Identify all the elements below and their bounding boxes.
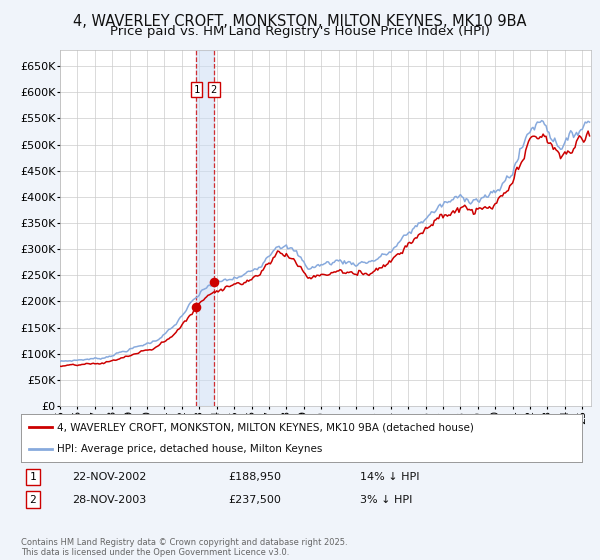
Text: 2: 2 [29, 494, 37, 505]
Text: £237,500: £237,500 [228, 494, 281, 505]
Text: 4, WAVERLEY CROFT, MONKSTON, MILTON KEYNES, MK10 9BA: 4, WAVERLEY CROFT, MONKSTON, MILTON KEYN… [73, 14, 527, 29]
Text: 28-NOV-2003: 28-NOV-2003 [72, 494, 146, 505]
Text: 4, WAVERLEY CROFT, MONKSTON, MILTON KEYNES, MK10 9BA (detached house): 4, WAVERLEY CROFT, MONKSTON, MILTON KEYN… [58, 422, 475, 432]
Text: £188,950: £188,950 [228, 472, 281, 482]
Text: 22-NOV-2002: 22-NOV-2002 [72, 472, 146, 482]
Text: Price paid vs. HM Land Registry's House Price Index (HPI): Price paid vs. HM Land Registry's House … [110, 25, 490, 38]
Text: HPI: Average price, detached house, Milton Keynes: HPI: Average price, detached house, Milt… [58, 444, 323, 454]
Text: 1: 1 [29, 472, 37, 482]
Text: 14% ↓ HPI: 14% ↓ HPI [360, 472, 419, 482]
Text: 3% ↓ HPI: 3% ↓ HPI [360, 494, 412, 505]
Text: 1: 1 [193, 85, 200, 95]
Bar [196, 50, 214, 406]
Point [209, 277, 218, 286]
Text: 2: 2 [211, 85, 217, 95]
Text: Contains HM Land Registry data © Crown copyright and database right 2025.
This d: Contains HM Land Registry data © Crown c… [21, 538, 347, 557]
Point [191, 303, 201, 312]
